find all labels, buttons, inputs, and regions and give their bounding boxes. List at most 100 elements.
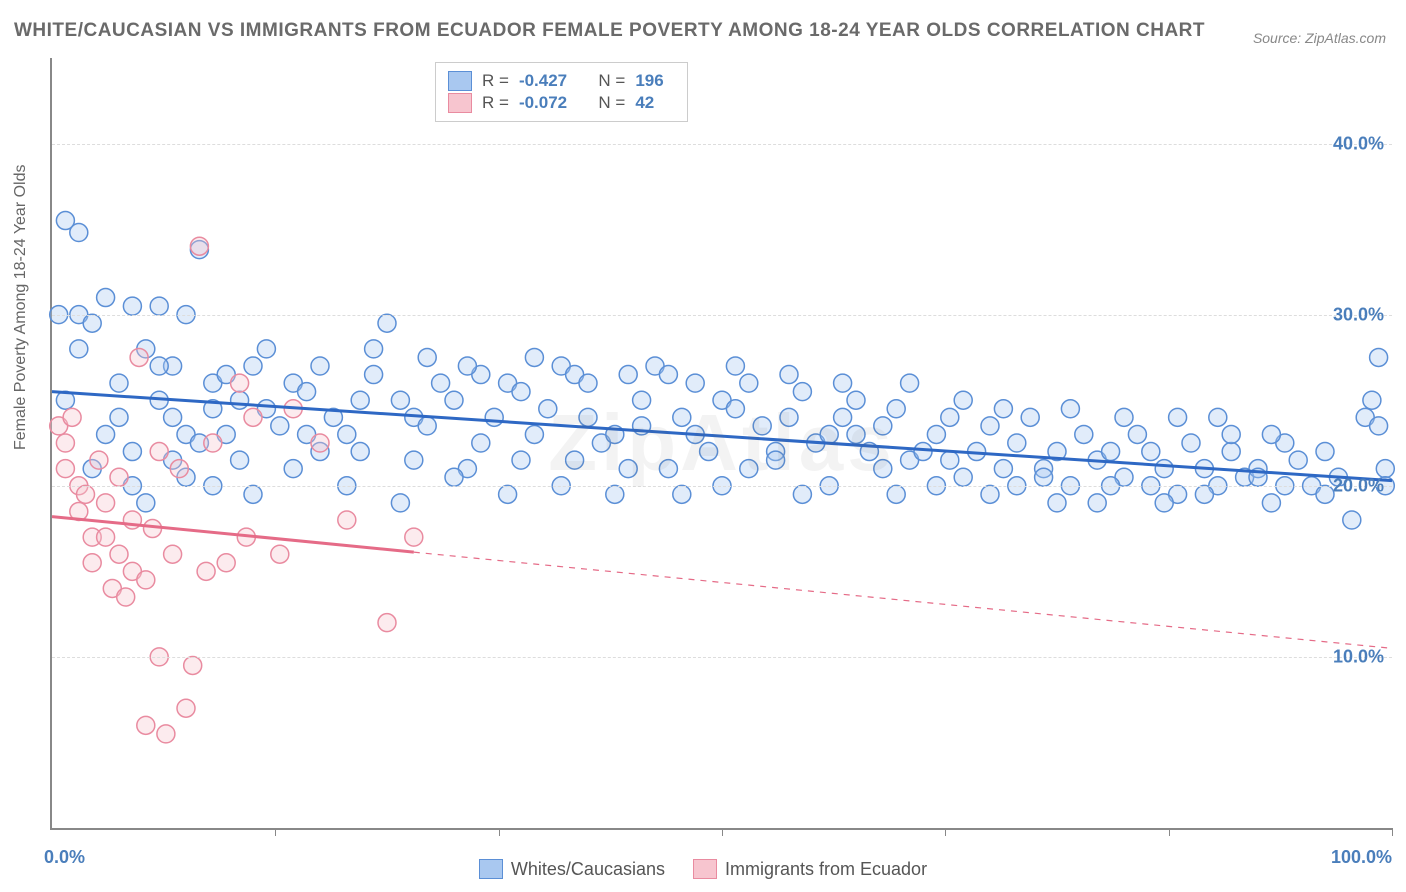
data-point: [458, 357, 476, 375]
data-point: [137, 571, 155, 589]
data-point: [1008, 434, 1026, 452]
data-point: [298, 383, 316, 401]
plot-area: ZipAtlas 10.0%20.0%30.0%40.0%: [50, 58, 1392, 830]
data-point: [391, 494, 409, 512]
x-tick: [1169, 828, 1170, 836]
data-point: [164, 408, 182, 426]
data-point: [941, 451, 959, 469]
data-point: [1316, 443, 1334, 461]
data-point: [418, 417, 436, 435]
data-point: [793, 383, 811, 401]
data-point: [673, 408, 691, 426]
data-point: [445, 468, 463, 486]
data-point: [914, 443, 932, 461]
data-point: [157, 725, 175, 743]
data-point: [512, 383, 530, 401]
data-point: [981, 485, 999, 503]
data-point: [123, 443, 141, 461]
data-point: [83, 314, 101, 332]
data-point: [927, 425, 945, 443]
data-point: [271, 545, 289, 563]
data-point: [485, 408, 503, 426]
data-point: [633, 391, 651, 409]
data-point: [271, 417, 289, 435]
legend-r-value: -0.427: [519, 71, 579, 91]
data-point: [311, 434, 329, 452]
data-point: [1370, 417, 1388, 435]
data-point: [110, 374, 128, 392]
data-point: [244, 408, 262, 426]
data-point: [1048, 494, 1066, 512]
x-min-label: 0.0%: [44, 847, 85, 868]
data-point: [780, 408, 798, 426]
data-point: [887, 400, 905, 418]
data-point: [659, 366, 677, 384]
data-point: [284, 460, 302, 478]
data-point: [619, 460, 637, 478]
gridline: [52, 315, 1392, 316]
x-tick: [275, 828, 276, 836]
legend-swatch: [693, 859, 717, 879]
data-point: [378, 314, 396, 332]
data-point: [1102, 443, 1120, 461]
series-legend: Whites/CaucasiansImmigrants from Ecuador: [0, 859, 1406, 885]
data-point: [56, 460, 74, 478]
legend-n-value: 196: [635, 71, 675, 91]
data-point: [954, 468, 972, 486]
data-point: [90, 451, 108, 469]
plot-svg: [52, 58, 1392, 828]
data-point: [1128, 425, 1146, 443]
data-point: [1035, 468, 1053, 486]
data-point: [70, 224, 88, 242]
data-point: [740, 374, 758, 392]
data-point: [164, 545, 182, 563]
data-point: [1021, 408, 1039, 426]
data-point: [197, 562, 215, 580]
y-tick-label: 10.0%: [1333, 646, 1384, 667]
regression-line-dashed: [414, 552, 1392, 648]
data-point: [847, 391, 865, 409]
data-point: [1343, 511, 1361, 529]
data-point: [566, 451, 584, 469]
data-point: [244, 485, 262, 503]
legend-r-label: R =: [482, 71, 509, 91]
data-point: [1363, 391, 1381, 409]
data-point: [184, 656, 202, 674]
legend-swatch: [448, 93, 472, 113]
chart-title: WHITE/CAUCASIAN VS IMMIGRANTS FROM ECUAD…: [14, 20, 1205, 42]
legend-row: R = -0.427 N = 196: [448, 71, 675, 91]
data-point: [405, 451, 423, 469]
data-point: [512, 451, 530, 469]
data-point: [1209, 408, 1227, 426]
data-point: [1088, 494, 1106, 512]
data-point: [351, 443, 369, 461]
data-point: [726, 357, 744, 375]
legend-r-value: -0.072: [519, 93, 579, 113]
data-point: [1262, 494, 1280, 512]
gridline: [52, 486, 1392, 487]
data-point: [97, 494, 115, 512]
data-point: [994, 460, 1012, 478]
data-point: [445, 391, 463, 409]
legend-swatch: [479, 859, 503, 879]
x-tick: [499, 828, 500, 836]
data-point: [110, 468, 128, 486]
data-point: [170, 460, 188, 478]
data-point: [231, 451, 249, 469]
data-point: [110, 408, 128, 426]
data-point: [123, 297, 141, 315]
data-point: [1155, 460, 1173, 478]
legend-label: Whites/Caucasians: [511, 859, 665, 880]
data-point: [137, 494, 155, 512]
data-point: [700, 443, 718, 461]
data-point: [740, 460, 758, 478]
data-point: [97, 528, 115, 546]
data-point: [606, 485, 624, 503]
data-point: [659, 460, 677, 478]
data-point: [579, 408, 597, 426]
correlation-legend: R = -0.427 N = 196R = -0.072 N = 42: [435, 62, 688, 122]
data-point: [1115, 408, 1133, 426]
data-point: [190, 237, 208, 255]
data-point: [137, 716, 155, 734]
data-point: [97, 425, 115, 443]
